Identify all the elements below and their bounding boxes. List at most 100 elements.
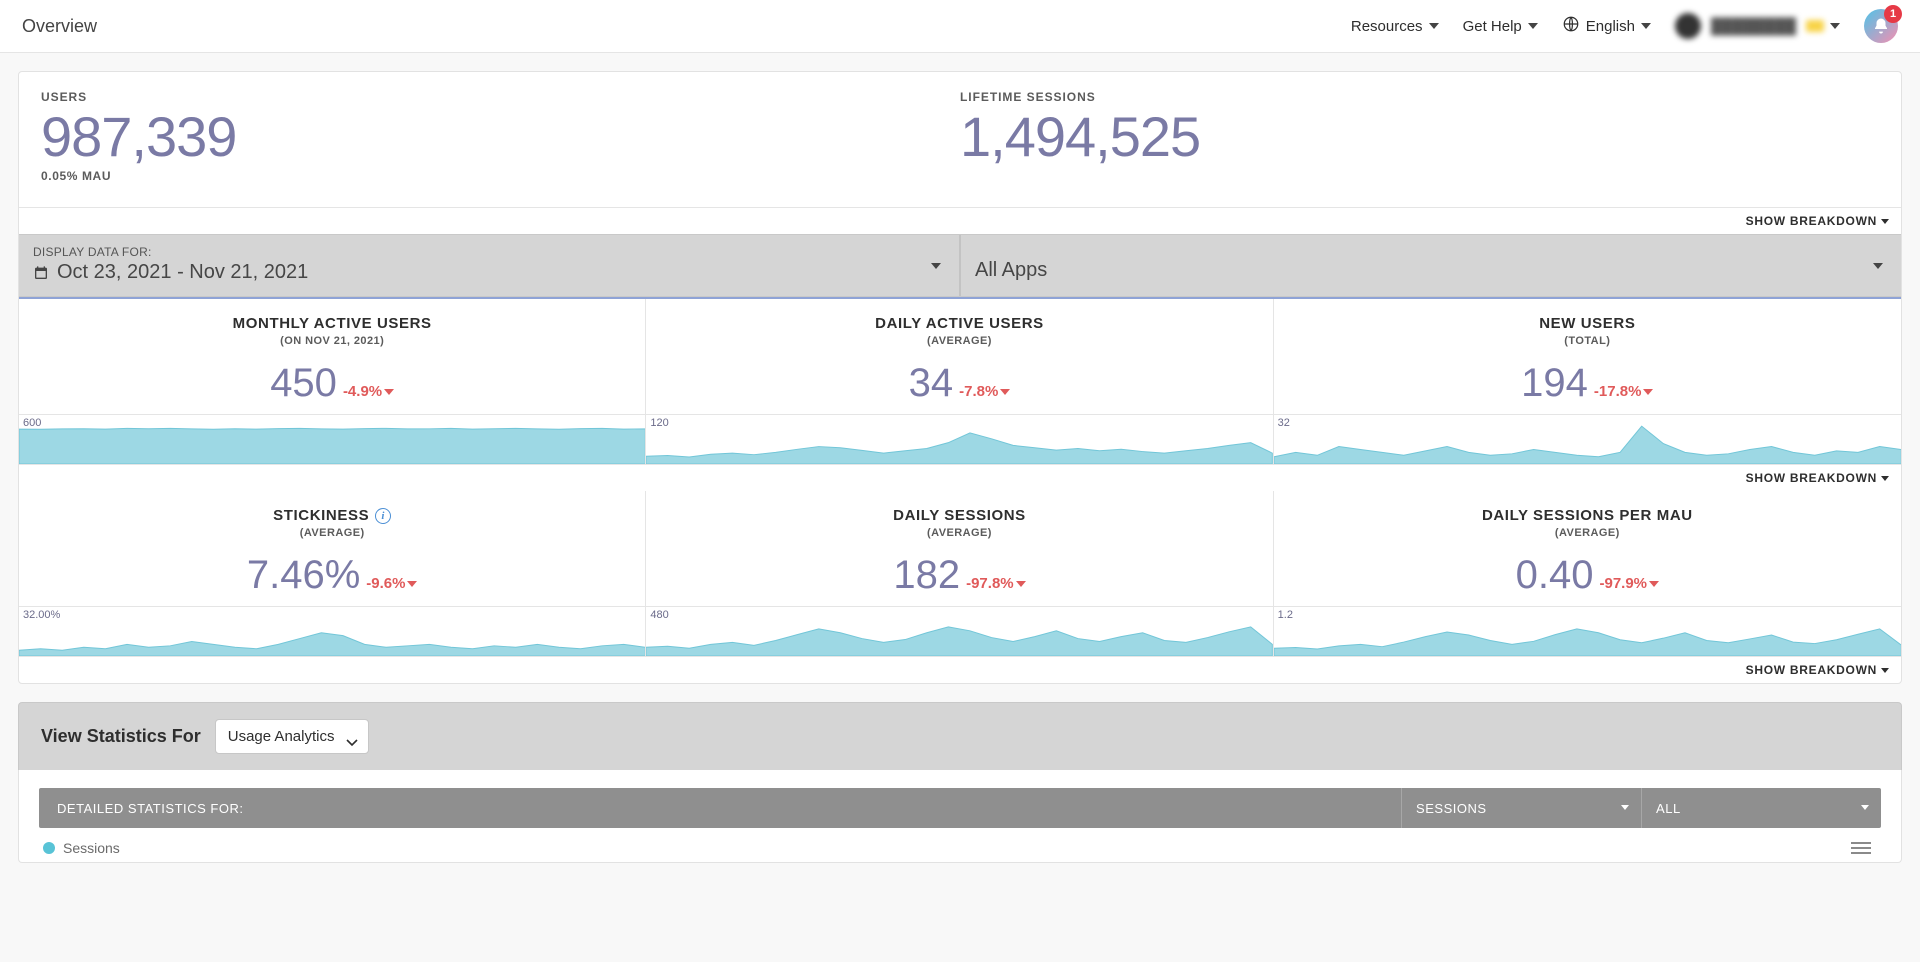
chevron-down-icon — [1429, 23, 1439, 29]
view-statistics-bar: View Statistics For Usage Analytics — [18, 702, 1902, 770]
chevron-down-icon — [1873, 263, 1883, 269]
kpi-title: DAILY SESSIONS — [893, 507, 1026, 524]
kpi-subtitle: (TOTAL) — [1284, 335, 1891, 347]
chart-menu-button[interactable] — [1851, 842, 1877, 854]
kpi-title: MONTHLY ACTIVE USERS — [233, 315, 432, 332]
chevron-down-icon — [1649, 581, 1659, 587]
show-breakdown-button[interactable]: SHOW BREAKDOWN — [19, 464, 1901, 491]
kpi-value: 0.40 — [1516, 553, 1594, 598]
show-breakdown-label: SHOW BREAKDOWN — [1746, 214, 1877, 228]
chevron-down-icon — [1016, 581, 1026, 587]
kpi-sparkline: 120 — [646, 414, 1272, 464]
flag-icon — [1806, 20, 1824, 32]
summary-stats: USERS 987,339 0.05% MAU LIFETIME SESSION… — [19, 72, 1901, 207]
nav-language[interactable]: English — [1562, 15, 1651, 37]
summary-sessions-label: LIFETIME SESSIONS — [960, 90, 1879, 104]
top-bar: Overview Resources Get Help English ████… — [0, 0, 1920, 53]
app-selector[interactable]: All Apps — [959, 235, 1901, 296]
kpi-row-2: STICKINESS i (AVERAGE) 7.46% -9.6% 32.00… — [19, 491, 1901, 656]
kpi-value: 194 — [1521, 361, 1588, 406]
kpi-subtitle: (ON NOV 21, 2021) — [29, 335, 635, 347]
nav-get-help[interactable]: Get Help — [1463, 18, 1538, 35]
kpi-subtitle: (AVERAGE) — [1284, 527, 1891, 539]
kpi-ymax: 480 — [650, 609, 668, 621]
kpi-sparkline: 32.00% — [19, 606, 645, 656]
kpi-delta: -4.9% — [343, 383, 394, 400]
account-name: ████████ — [1711, 18, 1796, 35]
chevron-down-icon — [931, 263, 941, 269]
kpi-cell: STICKINESS i (AVERAGE) 7.46% -9.6% 32.00… — [19, 491, 646, 656]
chevron-down-icon — [1881, 668, 1889, 673]
calendar-icon — [33, 265, 49, 281]
kpi-subtitle: (AVERAGE) — [656, 527, 1262, 539]
detail-metric-value: SESSIONS — [1416, 801, 1487, 816]
show-breakdown-label: SHOW BREAKDOWN — [1746, 663, 1877, 677]
detail-header-label: DETAILED STATISTICS FOR: — [39, 801, 1401, 816]
chevron-down-icon — [1881, 476, 1889, 481]
kpi-value: 182 — [893, 553, 960, 598]
account-menu[interactable]: ████████ — [1675, 13, 1840, 39]
detail-scope-select[interactable]: ALL — [1641, 788, 1881, 828]
chevron-down-icon — [1621, 805, 1629, 810]
summary-sessions-value: 1,494,525 — [960, 104, 1879, 169]
filters-bar: DISPLAY DATA FOR: Oct 23, 2021 - Nov 21,… — [19, 234, 1901, 297]
kpi-delta: -97.8% — [966, 575, 1026, 592]
chevron-down-icon — [1000, 389, 1010, 395]
page-title: Overview — [22, 16, 97, 37]
detail-header: DETAILED STATISTICS FOR: SESSIONS ALL — [39, 788, 1881, 828]
info-icon[interactable]: i — [375, 508, 391, 524]
kpi-subtitle: (AVERAGE) — [656, 335, 1262, 347]
nav-get-help-label: Get Help — [1463, 18, 1522, 35]
summary-users: USERS 987,339 0.05% MAU — [41, 90, 960, 183]
overview-panel: USERS 987,339 0.05% MAU LIFETIME SESSION… — [18, 71, 1902, 684]
show-breakdown-label: SHOW BREAKDOWN — [1746, 471, 1877, 485]
chevron-down-icon — [1641, 23, 1651, 29]
kpi-ymax: 32.00% — [23, 609, 60, 621]
date-range-value: Oct 23, 2021 - Nov 21, 2021 — [57, 261, 308, 284]
kpi-value: 34 — [909, 361, 954, 406]
kpi-cell: NEW USERS (TOTAL) 194 -17.8% 32 — [1274, 299, 1901, 464]
kpi-ymax: 600 — [23, 417, 41, 429]
detail-metric-select[interactable]: SESSIONS — [1401, 788, 1641, 828]
notifications-button[interactable]: 1 — [1864, 9, 1898, 43]
show-breakdown-button[interactable]: SHOW BREAKDOWN — [19, 656, 1901, 683]
kpi-value: 450 — [270, 361, 337, 406]
kpi-title: NEW USERS — [1539, 315, 1635, 332]
kpi-ymax: 1.2 — [1278, 609, 1293, 621]
kpi-value: 7.46% — [247, 553, 360, 598]
kpi-cell: DAILY SESSIONS PER MAU (AVERAGE) 0.40 -9… — [1274, 491, 1901, 656]
detail-scope-value: ALL — [1656, 801, 1681, 816]
app-selector-value: All Apps — [975, 259, 1047, 282]
chevron-down-icon — [1528, 23, 1538, 29]
show-breakdown-button[interactable]: SHOW BREAKDOWN — [19, 207, 1901, 234]
kpi-delta: -9.6% — [366, 575, 417, 592]
kpi-ymax: 32 — [1278, 417, 1290, 429]
chevron-down-icon — [1830, 23, 1840, 29]
kpi-cell: DAILY SESSIONS (AVERAGE) 182 -97.8% 480 — [646, 491, 1273, 656]
chevron-down-icon — [384, 389, 394, 395]
kpi-title: STICKINESS i — [273, 507, 391, 524]
legend-item-label: Sessions — [63, 840, 120, 856]
view-statistics-select[interactable]: Usage Analytics — [215, 719, 370, 754]
chevron-down-icon — [1643, 389, 1653, 395]
view-statistics-value: Usage Analytics — [228, 728, 335, 745]
summary-users-label: USERS — [41, 90, 960, 104]
date-range-selector[interactable]: DISPLAY DATA FOR: Oct 23, 2021 - Nov 21,… — [19, 235, 959, 296]
kpi-cell: DAILY ACTIVE USERS (AVERAGE) 34 -7.8% 12… — [646, 299, 1273, 464]
nav-resources[interactable]: Resources — [1351, 18, 1439, 35]
avatar — [1675, 13, 1701, 39]
legend-item: Sessions — [43, 840, 120, 856]
summary-users-sub: 0.05% MAU — [41, 169, 960, 183]
view-statistics-label: View Statistics For — [41, 726, 201, 747]
kpi-title: DAILY ACTIVE USERS — [875, 315, 1044, 332]
date-range-label: DISPLAY DATA FOR: — [33, 245, 945, 259]
kpi-delta: -7.8% — [959, 383, 1010, 400]
legend-swatch — [43, 842, 55, 854]
kpi-sparkline: 32 — [1274, 414, 1901, 464]
kpi-title: DAILY SESSIONS PER MAU — [1482, 507, 1693, 524]
detail-panel: DETAILED STATISTICS FOR: SESSIONS ALL Se… — [18, 770, 1902, 863]
chevron-down-icon — [346, 734, 358, 751]
summary-users-value: 987,339 — [41, 104, 960, 169]
kpi-sparkline: 600 — [19, 414, 645, 464]
kpi-sparkline: 480 — [646, 606, 1272, 656]
